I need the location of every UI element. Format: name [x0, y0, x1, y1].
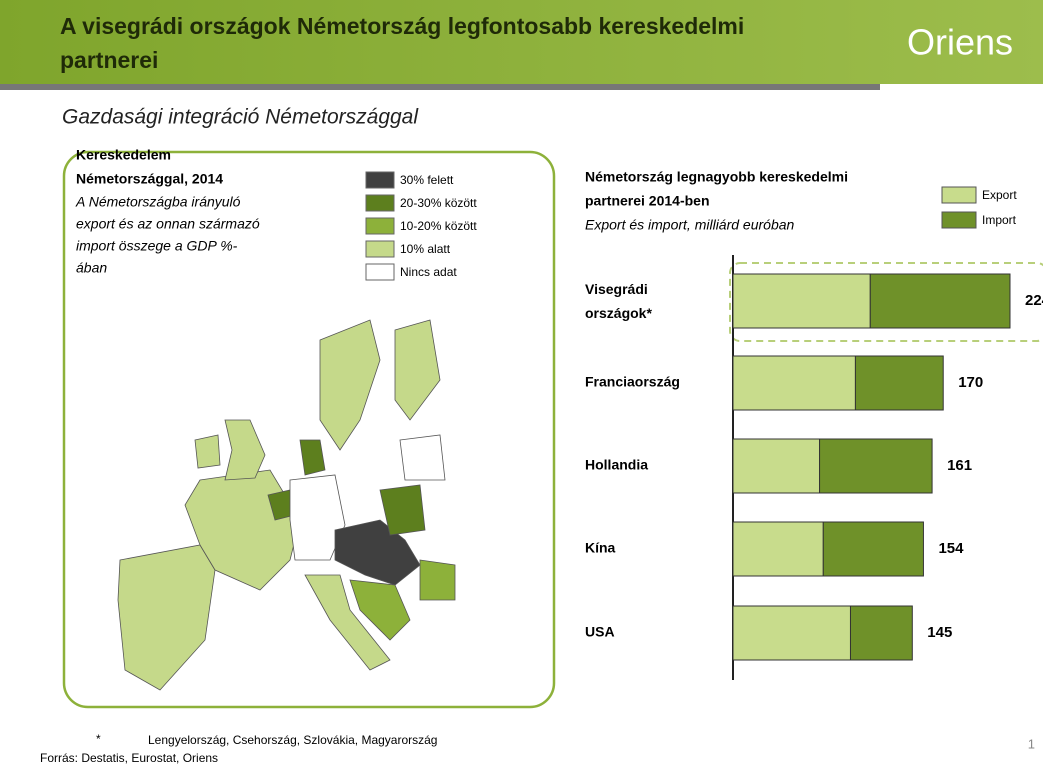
category-label: USA	[585, 624, 615, 640]
highlight-frame	[729, 262, 1043, 342]
legend-label: 10-20% között	[400, 219, 477, 233]
legend-swatch	[365, 240, 395, 258]
subtitle: Gazdasági integráció Németországgal	[62, 106, 419, 129]
header-title: A visegrádi országok Németország legfont…	[60, 13, 744, 39]
denmark	[299, 439, 326, 476]
legend-swatch	[365, 263, 395, 281]
bar-segment	[869, 273, 1011, 329]
category-label: Kína	[585, 540, 616, 556]
chart-title: partnerei 2014-ben	[585, 193, 710, 209]
logo: Oriens	[907, 22, 1013, 63]
map-title: Németországgal, 2014	[76, 171, 223, 187]
header-title: partnerei	[60, 47, 158, 73]
total-label: 161	[947, 457, 972, 474]
category-label: Hollandia	[585, 457, 648, 473]
legend-label: Import	[982, 213, 1017, 227]
legend-label: Export	[982, 188, 1017, 202]
category-label: Franciaország	[585, 374, 680, 390]
total-label: 170	[958, 374, 983, 391]
legend-swatch	[365, 217, 395, 235]
chart-subtitle: Export és import, milliárd euróban	[585, 217, 795, 233]
map-desc: ában	[76, 260, 107, 276]
bar-segment	[732, 355, 856, 411]
germany	[289, 474, 346, 561]
page-number: 1	[1028, 736, 1035, 751]
map-title: Kereskedelem	[76, 147, 171, 163]
bar-segment	[854, 355, 944, 411]
bar-segment	[732, 438, 821, 494]
baltics	[399, 434, 446, 481]
italy	[304, 574, 391, 671]
category-label: Visegrádi országok*	[585, 281, 652, 321]
map	[117, 319, 456, 691]
legend-label: Nincs adat	[400, 265, 457, 279]
bar-segment	[732, 273, 871, 329]
bar-segment	[732, 521, 824, 577]
legend-label: 30% felett	[400, 173, 454, 187]
map-desc: A Németországba irányuló	[75, 194, 241, 210]
header-band	[0, 0, 1043, 84]
legend-label: 20-30% között	[400, 196, 477, 210]
ireland	[194, 434, 221, 469]
total-label: 224	[1025, 292, 1043, 309]
chart-title: Németország legnagyobb kereskedelmi	[585, 169, 848, 185]
legend-label: 10% alatt	[400, 242, 451, 256]
legend-swatch	[365, 171, 395, 189]
scandinavia	[319, 319, 381, 451]
legend-swatch	[941, 186, 977, 204]
bar-segment	[822, 521, 924, 577]
poland	[379, 484, 426, 536]
romania	[419, 559, 456, 601]
bar-segment	[819, 438, 933, 494]
finland	[394, 319, 441, 421]
source: Forrás: Destatis, Eurostat, Oriens	[40, 751, 218, 765]
balkans	[349, 579, 411, 641]
map-desc: export és az onnan származó	[76, 216, 260, 232]
footnote-marker: *	[96, 732, 101, 746]
bar-segment	[732, 605, 851, 661]
footnote-text: Lengyelország, Csehország, Szlovákia, Ma…	[148, 733, 437, 747]
legend-swatch	[941, 211, 977, 229]
total-label: 154	[938, 540, 964, 557]
uk	[224, 419, 266, 481]
map-desc: import összege a GDP %-	[76, 238, 238, 254]
bar-segment	[849, 605, 913, 661]
header-rule	[0, 84, 880, 90]
legend-swatch	[365, 194, 395, 212]
iberia	[117, 544, 216, 691]
map-frame	[62, 150, 556, 709]
total-label: 145	[927, 624, 952, 641]
v4	[334, 519, 421, 586]
